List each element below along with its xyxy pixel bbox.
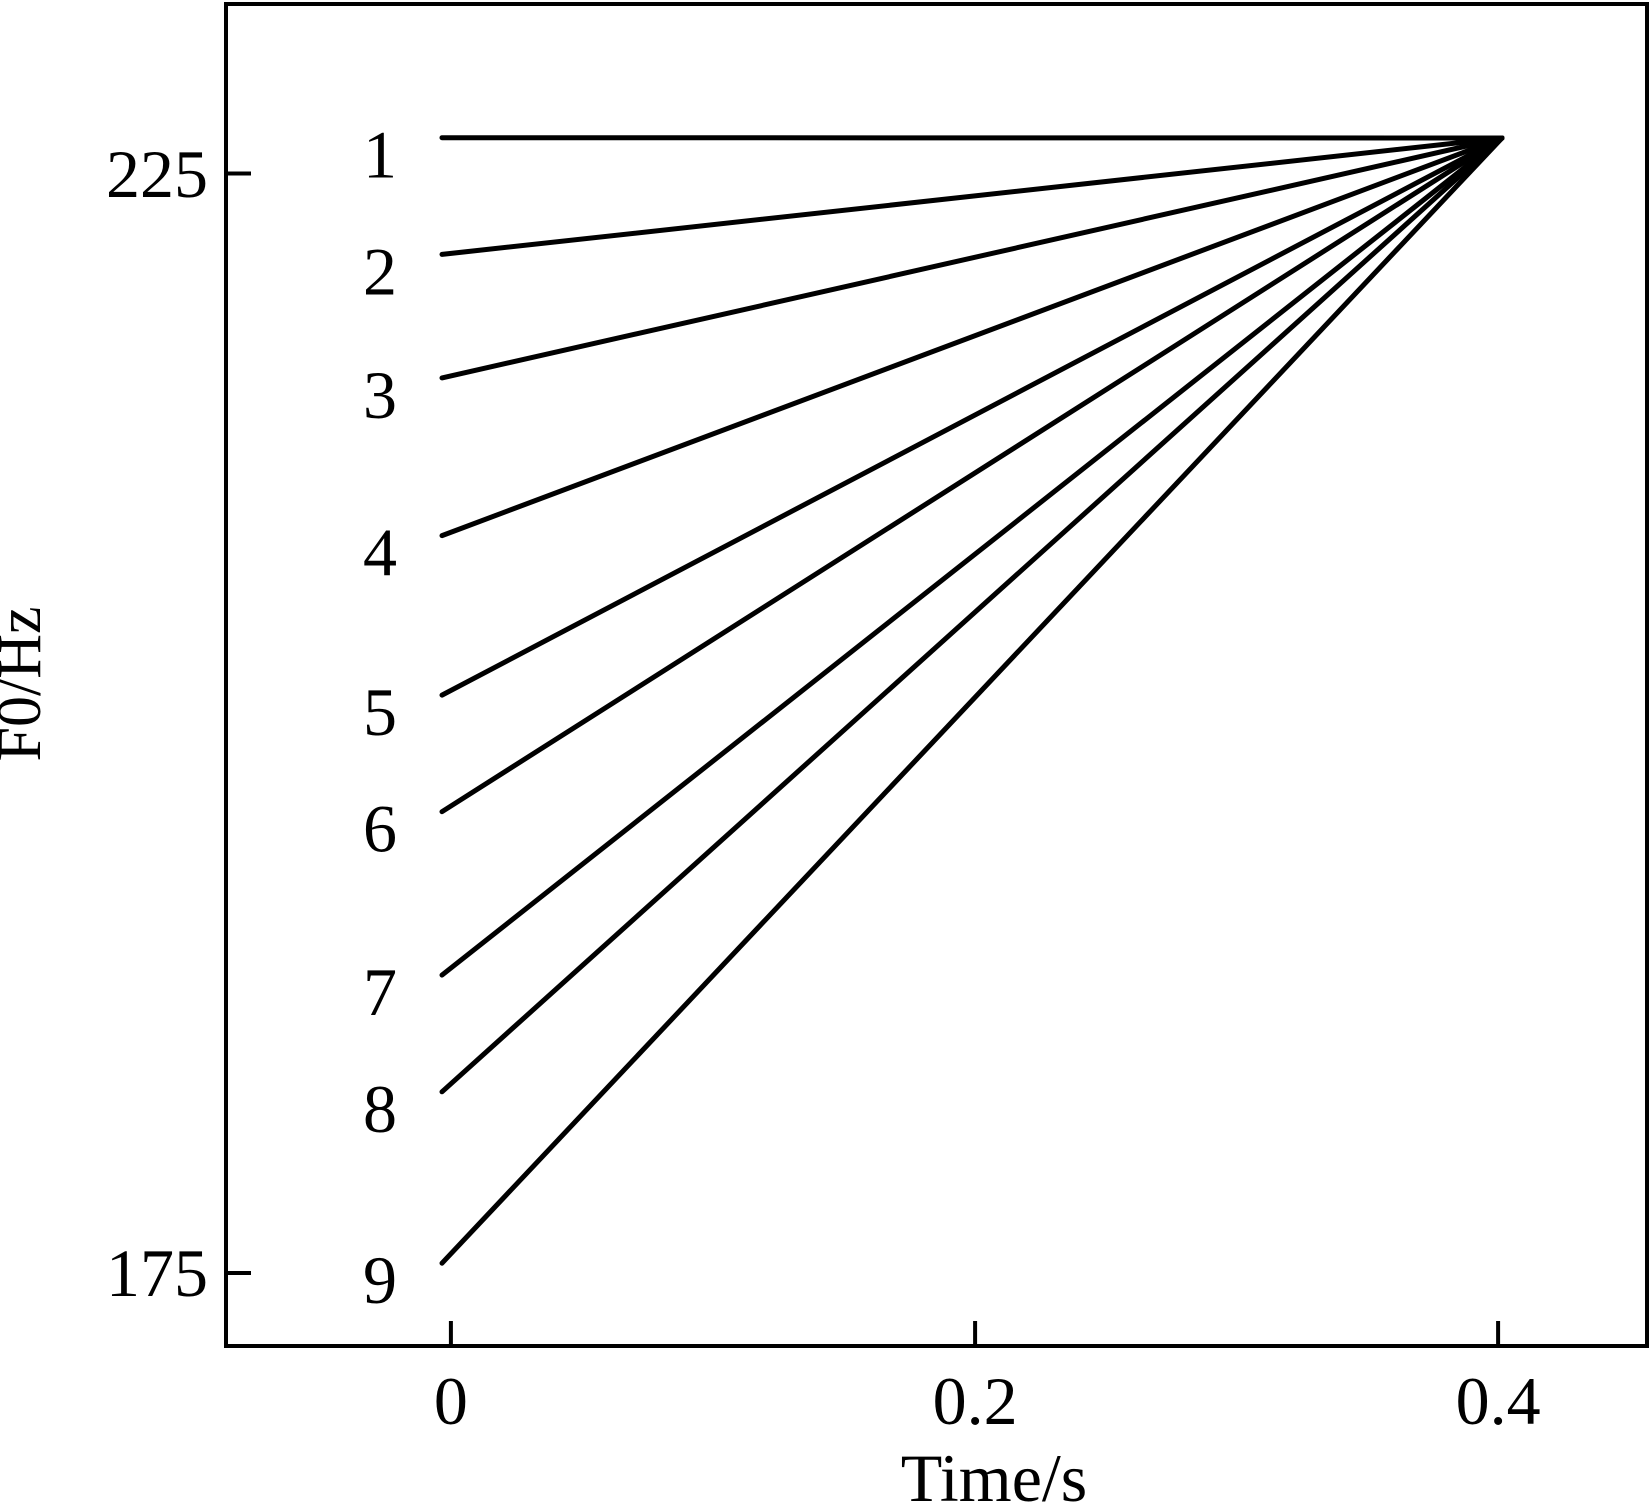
svg-text:3: 3: [363, 357, 397, 433]
svg-text:F0/Hz: F0/Hz: [0, 607, 54, 762]
svg-text:6: 6: [363, 791, 397, 867]
svg-text:175: 175: [106, 1235, 208, 1311]
svg-text:0: 0: [434, 1363, 468, 1439]
svg-text:2: 2: [363, 233, 397, 309]
svg-text:0.2: 0.2: [933, 1363, 1018, 1439]
svg-text:225: 225: [106, 136, 208, 212]
svg-text:0.4: 0.4: [1456, 1363, 1541, 1439]
svg-text:7: 7: [363, 954, 397, 1030]
svg-text:Time/s: Time/s: [901, 1440, 1087, 1505]
svg-text:1: 1: [363, 117, 397, 193]
svg-text:8: 8: [363, 1071, 397, 1147]
svg-text:5: 5: [363, 674, 397, 750]
svg-text:4: 4: [363, 515, 397, 591]
svg-text:9: 9: [363, 1242, 397, 1318]
